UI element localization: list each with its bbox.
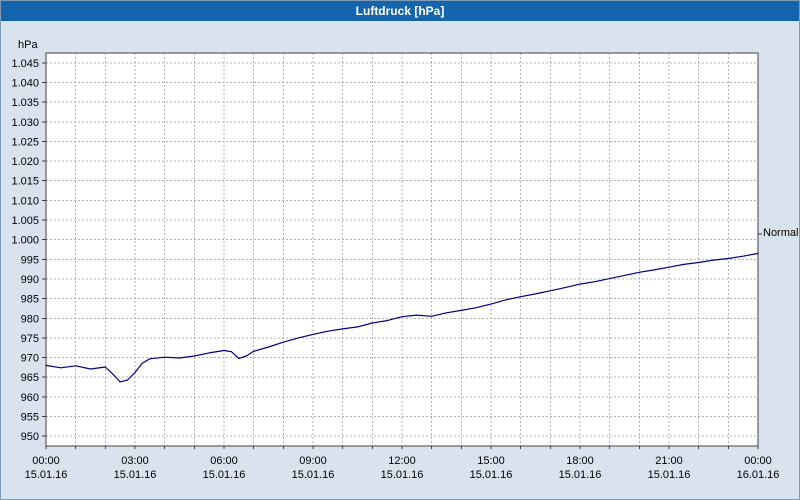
gridlines [46, 53, 758, 446]
svg-text:21:00: 21:00 [655, 455, 683, 467]
svg-text:15.01.16: 15.01.16 [470, 469, 513, 481]
svg-text:15.01.16: 15.01.16 [203, 469, 246, 481]
svg-text:09:00: 09:00 [299, 455, 327, 467]
svg-text:15.01.16: 15.01.16 [648, 469, 691, 481]
svg-text:1.010: 1.010 [11, 195, 39, 207]
svg-text:985: 985 [21, 294, 39, 306]
svg-text:1.045: 1.045 [11, 58, 39, 70]
svg-text:15:00: 15:00 [477, 455, 505, 467]
pressure-series-line [45, 252, 759, 383]
svg-text:980: 980 [21, 313, 39, 325]
svg-text:06:00: 06:00 [210, 455, 238, 467]
svg-text:990: 990 [21, 274, 39, 286]
svg-text:1.020: 1.020 [11, 156, 39, 168]
svg-text:1.035: 1.035 [11, 97, 39, 109]
svg-text:16.01.16: 16.01.16 [737, 469, 780, 481]
svg-text:18:00: 18:00 [566, 455, 594, 467]
svg-text:970: 970 [21, 353, 39, 365]
svg-text:1.030: 1.030 [11, 117, 39, 129]
svg-text:15.01.16: 15.01.16 [114, 469, 157, 481]
svg-text:1.005: 1.005 [11, 215, 39, 227]
svg-text:1.000: 1.000 [11, 235, 39, 247]
svg-text:15.01.16: 15.01.16 [292, 469, 335, 481]
svg-text:1.025: 1.025 [11, 136, 39, 148]
svg-text:1.040: 1.040 [11, 77, 39, 89]
svg-text:1.015: 1.015 [11, 176, 39, 188]
y-axis: 1.045 1.040 1.035 1.030 1.025 1.020 1.015 1.010… [11, 58, 46, 443]
svg-text:955: 955 [21, 412, 39, 424]
svg-text:00:00: 00:00 [32, 455, 60, 467]
svg-text:15.01.16: 15.01.16 [381, 469, 424, 481]
normal-annotation-label: Normal [763, 226, 799, 239]
svg-text:965: 965 [21, 372, 39, 384]
x-axis: 00:00 15.01.16 03:00 15.01.16 06:00 15.01.16 0… [25, 446, 780, 481]
window-titlebar: Luftdruck [hPa] [1, 1, 799, 21]
svg-text:12:00: 12:00 [388, 455, 416, 467]
svg-text:950: 950 [21, 431, 39, 443]
svg-text:975: 975 [21, 333, 39, 345]
svg-text:15.01.16: 15.01.16 [25, 469, 68, 481]
svg-text:03:00: 03:00 [121, 455, 149, 467]
svg-text:00:00: 00:00 [744, 455, 772, 467]
svg-text:15.01.16: 15.01.16 [559, 469, 602, 481]
window-title: Luftdruck [hPa] [355, 4, 445, 18]
svg-text:960: 960 [21, 392, 39, 404]
y-axis-unit-label: hPa [18, 39, 38, 51]
svg-text:995: 995 [21, 254, 39, 266]
